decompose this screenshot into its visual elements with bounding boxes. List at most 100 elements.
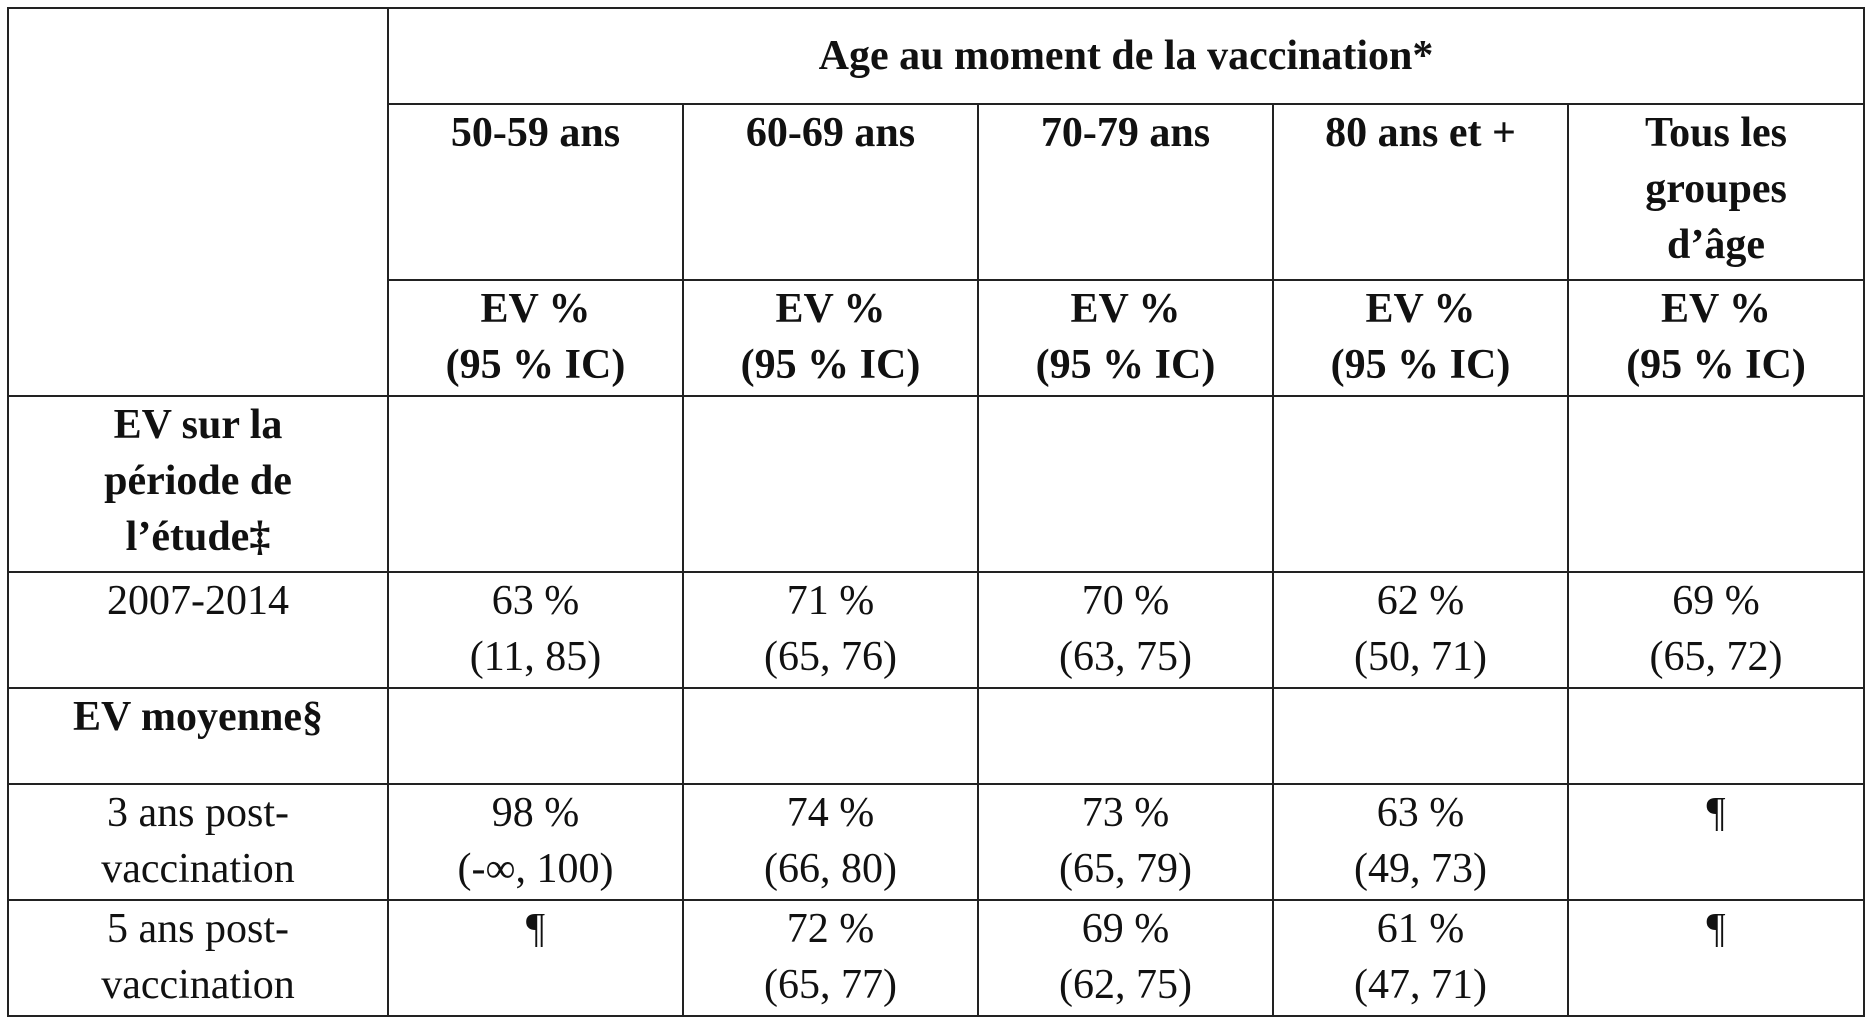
pilcrow-symbol: ¶ (525, 906, 546, 952)
confidence-interval: (65, 72) (1649, 634, 1783, 680)
ev-header-line2: (95 % IC) (740, 342, 921, 388)
ev-header-line2: (95 % IC) (1035, 342, 1216, 388)
ev-header-cell: EV % (95 % IC) (1566, 279, 1866, 397)
section-study-period-row: EV sur la période de l’étude‡ (7, 395, 1866, 573)
data-cell: 63 % (11, 85) (387, 571, 684, 689)
row-label-line1: 5 ans post- (107, 906, 289, 952)
ev-percent: 69 % (1672, 578, 1760, 624)
ev-percent: 73 % (1081, 790, 1170, 836)
row-label-5-years: 5 ans post- vaccination (7, 899, 389, 1017)
data-cell: 69 % (65, 72) (1566, 571, 1866, 689)
age-group-header-50-59: 50-59 ans (387, 103, 684, 281)
age-group-header-row: 50-59 ans 60-69 ans 70-79 ans 80 ans et … (8, 103, 1866, 281)
age-group-label-line3: d’âge (1667, 222, 1766, 268)
row-label-line2: vaccination (101, 846, 295, 892)
ev-header-line1: EV % (1365, 286, 1476, 332)
ev-percent: 71 % (786, 578, 875, 624)
data-cell: 73 % (65, 79) (977, 783, 1274, 901)
ev-percent: 70 % (1081, 578, 1170, 624)
row-label-2007-2014: 2007-2014 (7, 571, 389, 689)
data-cell: 70 % (63, 75) (977, 571, 1274, 689)
empty-cell (1566, 687, 1866, 785)
age-group-label: 80 ans et + (1325, 110, 1516, 156)
ev-percent: 69 % (1081, 906, 1170, 952)
ev-percent: 62 % (1376, 578, 1465, 624)
ev-header-line2: (95 % IC) (445, 342, 626, 388)
age-spanning-header: Age au moment de la vaccination* (386, 7, 1866, 105)
ev-header-row: EV % (95 % IC) EV % (95 % IC) EV % (95 %… (8, 279, 1866, 397)
data-cell: 62 % (50, 71) (1272, 571, 1569, 689)
pilcrow-symbol: ¶ (1706, 906, 1726, 952)
empty-cell (977, 687, 1274, 785)
empty-cell (387, 395, 684, 573)
ev-header-cell: EV % (95 % IC) (977, 279, 1274, 397)
ev-percent: 72 % (786, 906, 875, 952)
confidence-interval: (50, 71) (1354, 634, 1487, 680)
ev-percent: 63 % (491, 578, 580, 624)
age-group-header-60-69: 60-69 ans (682, 103, 979, 281)
ev-header-cell: EV % (95 % IC) (1272, 279, 1569, 397)
pilcrow-symbol: ¶ (1706, 790, 1726, 836)
data-cell: 69 % (62, 75) (977, 899, 1274, 1017)
ev-percent: 61 % (1376, 906, 1465, 952)
ev-header-line1: EV % (775, 286, 886, 332)
data-cell: 61 % (47, 71) (1272, 899, 1569, 1017)
ev-percent: 63 % (1376, 790, 1465, 836)
ev-header-line1: EV % (1070, 286, 1181, 332)
data-cell: 71 % (65, 76) (682, 571, 979, 689)
confidence-interval: (66, 80) (764, 846, 897, 892)
confidence-interval: (-∞, 100) (457, 846, 614, 892)
section-mean-row: EV moyenne§ (7, 687, 1866, 785)
empty-cell (682, 395, 979, 573)
empty-cell (1272, 395, 1569, 573)
ev-header-cell: EV % (95 % IC) (387, 279, 684, 397)
row-label-line2: vaccination (101, 962, 295, 1008)
ev-percent: 98 % (491, 790, 580, 836)
empty-cell (1566, 395, 1866, 573)
confidence-interval: (62, 75) (1059, 962, 1192, 1008)
section-label-line3: l’étude‡ (125, 514, 271, 560)
confidence-interval: (65, 76) (764, 634, 897, 680)
age-group-header-70-79: 70-79 ans (977, 103, 1274, 281)
spanning-header-row: Age au moment de la vaccination* (7, 7, 1866, 397)
empty-cell (682, 687, 979, 785)
ev-percent: 74 % (786, 790, 875, 836)
data-cell-not-available: ¶ (387, 899, 684, 1017)
ev-header-line2: (95 % IC) (1330, 342, 1511, 388)
empty-cell (387, 687, 684, 785)
table-row-3-years: 3 ans post- vaccination 98 % (-∞, 100) 7… (7, 783, 1866, 901)
confidence-interval: (11, 85) (469, 634, 602, 680)
age-group-header-all: Tous les groupes d’âge (1566, 103, 1866, 281)
section-label-line2: période de (104, 458, 292, 504)
section-mean-label: EV moyenne§ (7, 687, 389, 785)
age-group-label: 70-79 ans (1040, 110, 1211, 156)
ev-header-cell: EV % (95 % IC) (682, 279, 979, 397)
data-cell: 74 % (66, 80) (682, 783, 979, 901)
ev-header-line2: (95 % IC) (1626, 342, 1806, 388)
table-row-5-years: 5 ans post- vaccination ¶ 72 % (65, 77) … (7, 899, 1866, 1017)
confidence-interval: (65, 79) (1059, 846, 1192, 892)
table-row-2007-2014: 2007-2014 63 % (11, 85) 71 % (65, 76) 70… (7, 571, 1866, 689)
confidence-interval: (63, 75) (1059, 634, 1192, 680)
empty-corner-cell (7, 7, 389, 397)
confidence-interval: (65, 77) (764, 962, 897, 1008)
ev-header-line1: EV % (1660, 286, 1772, 332)
vaccine-effectiveness-table: Age au moment de la vaccination* 50-59 a… (7, 7, 1866, 1017)
confidence-interval: (47, 71) (1354, 962, 1487, 1008)
age-group-header-80-plus: 80 ans et + (1272, 103, 1569, 281)
row-label-3-years: 3 ans post- vaccination (7, 783, 389, 901)
age-group-label-line2: groupes (1645, 166, 1787, 212)
age-group-label-line1: Tous les (1645, 110, 1788, 156)
data-cell: 63 % (49, 73) (1272, 783, 1569, 901)
data-cell-not-available: ¶ (1566, 783, 1866, 901)
empty-cell (977, 395, 1274, 573)
section-study-period-label: EV sur la période de l’étude‡ (7, 395, 389, 573)
data-cell: 98 % (-∞, 100) (387, 783, 684, 901)
section-label-line1: EV sur la (113, 402, 283, 448)
empty-cell (1272, 687, 1569, 785)
data-cell: 72 % (65, 77) (682, 899, 979, 1017)
age-group-label: 60-69 ans (745, 110, 916, 156)
row-label-line1: 3 ans post- (107, 790, 289, 836)
data-cell-not-available: ¶ (1566, 899, 1866, 1017)
age-group-label: 50-59 ans (450, 110, 621, 156)
